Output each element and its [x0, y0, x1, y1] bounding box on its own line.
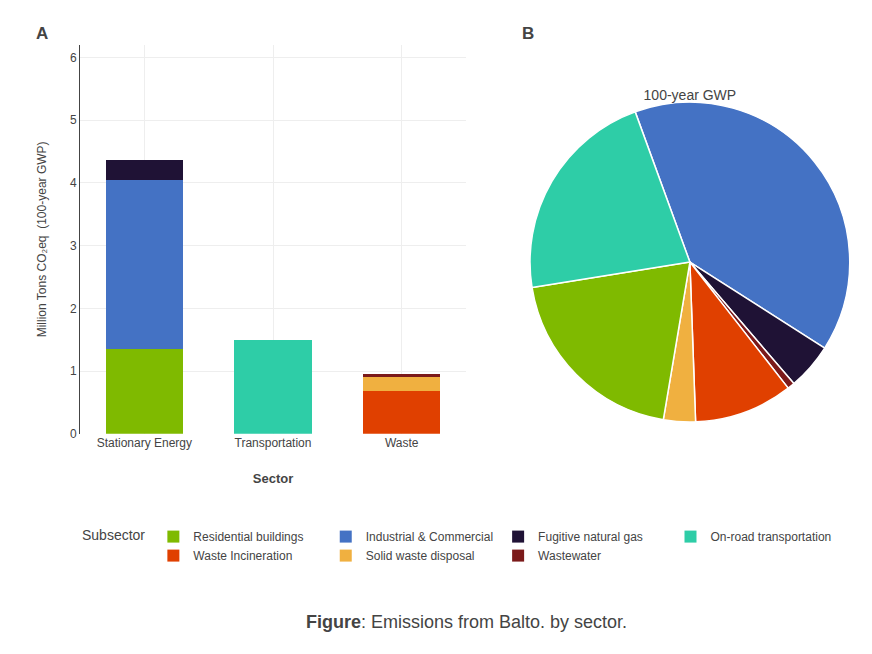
svg-text:Industrial & Commercial: Industrial & Commercial	[366, 530, 493, 544]
svg-text:Wastewater: Wastewater	[538, 549, 601, 563]
svg-text:Solid waste disposal: Solid waste disposal	[366, 549, 475, 563]
svg-text:Waste: Waste	[385, 436, 419, 450]
svg-text:5: 5	[70, 113, 77, 127]
svg-text:Sector: Sector	[253, 471, 293, 486]
svg-text:A: A	[36, 24, 48, 43]
svg-text:Transportation: Transportation	[235, 436, 312, 450]
svg-text:4: 4	[70, 176, 77, 190]
svg-text:Stationary Energy: Stationary Energy	[97, 436, 192, 450]
svg-text:Residential buildings: Residential buildings	[193, 530, 303, 544]
svg-text:100-year GWP: 100-year GWP	[644, 87, 737, 103]
svg-text:Figure: Emissions from Balto.: Figure: Emissions from Balto. by sector.	[306, 612, 627, 632]
svg-text:Million Tons CO₂eq (100-year: Million Tons CO₂eq (100-year GWP)	[35, 141, 49, 337]
svg-text:Subsector: Subsector	[82, 527, 145, 543]
svg-text:Waste Incineration: Waste Incineration	[193, 549, 292, 563]
svg-text:0: 0	[70, 427, 77, 441]
svg-text:On-road transportation: On-road transportation	[710, 530, 831, 544]
svg-text:6: 6	[70, 51, 77, 65]
svg-text:1: 1	[70, 364, 77, 378]
svg-text:3: 3	[70, 239, 77, 253]
svg-text:Fugitive natural gas: Fugitive natural gas	[538, 530, 643, 544]
svg-text:2: 2	[70, 302, 77, 316]
svg-text:B: B	[522, 24, 534, 43]
